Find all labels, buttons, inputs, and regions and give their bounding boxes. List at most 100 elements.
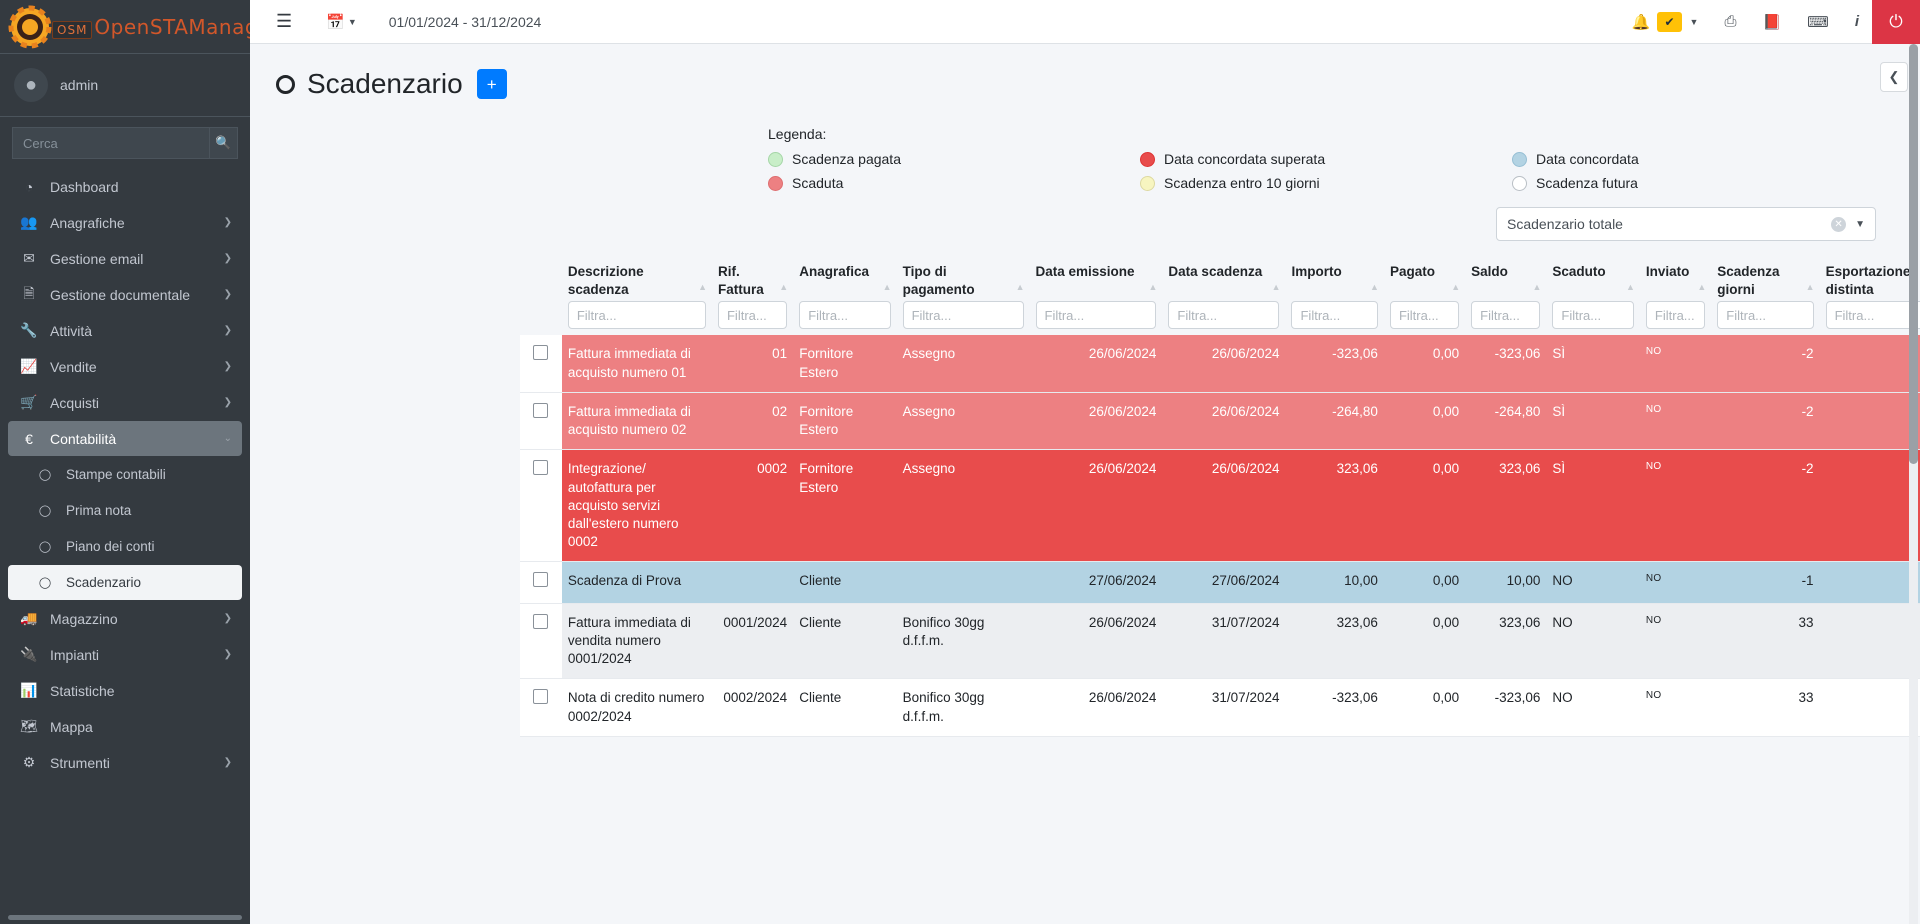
filter-importo[interactable]	[1291, 301, 1378, 329]
sidebar-item-mappa[interactable]: 🗺 Mappa	[8, 709, 242, 744]
filter-inviato[interactable]	[1645, 301, 1706, 329]
sort-icon[interactable]: ▲	[1805, 282, 1815, 292]
row-checkbox[interactable]	[533, 572, 549, 588]
page-scrollbar[interactable]	[1909, 44, 1918, 924]
sidebar-item-stampe-contabili[interactable]: ◯ Stampe contabili	[8, 457, 242, 492]
row-checkbox[interactable]	[533, 345, 549, 361]
col-pagato[interactable]: Pagato ▲	[1383, 255, 1466, 336]
info-icon[interactable]: i	[1854, 13, 1859, 30]
page-scrollbar-thumb[interactable]	[1909, 44, 1918, 464]
col-importo[interactable]: Importo ▲	[1285, 255, 1384, 336]
sidebar-item-acquisti[interactable]: 🛒 Acquisti ❯	[8, 385, 242, 420]
sidebar-item-prima-nota[interactable]: ◯ Prima nota	[8, 493, 242, 528]
col-data-emissione[interactable]: Data emissione ▲	[1029, 255, 1163, 336]
col-descrizione-scadenza[interactable]: Descrizione scadenza ▲	[561, 255, 712, 336]
col-esportazione-distinta[interactable]: Esportazione distinta ▲	[1819, 255, 1920, 336]
table-row[interactable]: Fattura immediata di acquisto numero 01 0…	[520, 335, 1920, 393]
sort-icon[interactable]: ▲	[1697, 282, 1707, 292]
power-icon[interactable]: ⏻	[1872, 0, 1920, 44]
table-row[interactable]: Scadenza di Prova Cliente 27/06/2024 27/06/…	[520, 561, 1920, 604]
col-tipo-di-pagamento[interactable]: Tipo di pagamento ▲	[896, 255, 1030, 336]
col-inviato[interactable]: Inviato ▲	[1639, 255, 1712, 336]
cell-anagrafica: Fornitore Estero	[793, 449, 897, 563]
table-body: Fattura immediata di acquisto numero 01 0…	[520, 335, 1920, 737]
printer-icon[interactable]: ⎙	[1724, 13, 1737, 30]
sort-icon[interactable]: ▲	[698, 282, 707, 292]
add-button[interactable]: +	[476, 69, 507, 99]
sort-icon[interactable]: ▲	[1271, 282, 1281, 292]
collapse-panel-button[interactable]: ❮	[1880, 62, 1908, 92]
row-checkbox-cell[interactable]	[520, 392, 562, 451]
row-checkbox-cell[interactable]	[520, 449, 562, 563]
row-checkbox-cell[interactable]	[520, 561, 562, 604]
brand-logo-bar[interactable]: OSMOpenSTAManager®	[0, 0, 250, 54]
hamburger-icon[interactable]: ☰	[276, 11, 293, 31]
filter-esportazione-distinta[interactable]	[1825, 301, 1920, 330]
row-checkbox[interactable]	[533, 460, 549, 476]
table-row[interactable]: Integrazione/ autofattura per acquisto s…	[520, 449, 1920, 563]
filter-data-scadenza[interactable]	[1168, 301, 1280, 329]
sidebar-item-contabilita[interactable]: € Contabilità ⌄	[8, 421, 242, 456]
sidebar-item-gestione-email[interactable]: ✉ Gestione email ❯	[8, 241, 242, 276]
sidebar-item-magazzino[interactable]: 🚚 Magazzino ❯	[8, 601, 242, 636]
row-checkbox[interactable]	[533, 613, 549, 629]
filter-pagato[interactable]	[1389, 301, 1460, 329]
user-panel[interactable]: ● admin	[0, 54, 250, 117]
filter-rif-fattura[interactable]	[717, 301, 788, 330]
search-input[interactable]	[12, 127, 209, 159]
sort-icon[interactable]: ▲	[779, 282, 789, 292]
search-button[interactable]: 🔍	[209, 127, 238, 159]
filter-scadenza-giorni[interactable]	[1717, 301, 1814, 330]
col-scaduto[interactable]: Scaduto ▲	[1546, 255, 1640, 336]
cell-scaduto: NO	[1546, 603, 1640, 680]
circle-icon: ◯	[38, 577, 52, 589]
sort-icon[interactable]: ▲	[882, 282, 892, 292]
sort-icon[interactable]: ▲	[1370, 282, 1379, 292]
col-scadenza-giorni[interactable]: Scadenza giorni ▲	[1711, 255, 1820, 336]
sort-icon[interactable]: ▲	[1015, 282, 1025, 292]
sidebar-item-strumenti[interactable]: ⚙ Strumenti ❯	[8, 745, 242, 780]
filter-data-emissione[interactable]	[1035, 301, 1157, 329]
table-row[interactable]: Nota di credito numero 0002/2024 0002/202…	[520, 678, 1920, 737]
sidebar-item-dashboard[interactable]: ◔ Dashboard	[8, 169, 242, 204]
row-checkbox-cell[interactable]	[520, 335, 562, 393]
row-checkbox-cell[interactable]	[520, 678, 562, 737]
filter-descrizione-scadenza[interactable]	[567, 301, 706, 330]
cell-scaduto: NO	[1546, 678, 1640, 737]
row-checkbox[interactable]	[533, 689, 549, 705]
bell-icon[interactable]: 🔔	[1631, 13, 1651, 31]
filter-scaduto[interactable]	[1552, 301, 1634, 329]
filter-saldo[interactable]	[1471, 301, 1541, 329]
sidebar-item-vendite[interactable]: 📈 Vendite ❯	[8, 349, 242, 384]
filter-anagrafica[interactable]	[799, 301, 891, 329]
notifications-badge[interactable]: ✔ ▼	[1657, 0, 1711, 44]
keyboard-icon[interactable]: ⌨	[1807, 13, 1829, 31]
sidebar-item-statistiche[interactable]: 📊 Statistiche	[8, 673, 242, 708]
sidebar-item-piano-dei-conti[interactable]: ◯ Piano dei conti	[8, 529, 242, 564]
filter-tipo-di-pagamento[interactable]	[902, 301, 1024, 330]
col-anagrafica[interactable]: Anagrafica ▲	[793, 255, 897, 336]
cell-pagato: 0,00	[1383, 561, 1466, 604]
clear-icon[interactable]: ✕	[1831, 216, 1847, 232]
sidebar-item-impianti[interactable]: 🔌 Impianti ❯	[8, 637, 242, 672]
sidebar-item-label: Dashboard	[50, 178, 119, 195]
sort-icon[interactable]: ▲	[1532, 282, 1542, 292]
row-checkbox[interactable]	[533, 402, 549, 418]
col-saldo[interactable]: Saldo ▲	[1465, 255, 1547, 336]
table-row[interactable]: Fattura immediata di acquisto numero 02 0…	[520, 392, 1920, 451]
sort-icon[interactable]: ▲	[1625, 282, 1635, 292]
sort-icon[interactable]: ▲	[1148, 282, 1158, 292]
scadenzario-select[interactable]: Scadenzario totale ✕ ▼	[1496, 207, 1876, 241]
sidebar-item-anagrafiche[interactable]: 👥 Anagrafiche ❯	[8, 205, 242, 240]
calendar-dropdown[interactable]: 📅 ▼	[318, 9, 365, 35]
sort-icon[interactable]: ▲	[1451, 282, 1461, 292]
sidebar-item-scadenzario[interactable]: ◯ Scadenzario	[8, 565, 242, 600]
col-data-scadenza[interactable]: Data scadenza ▲	[1162, 255, 1286, 336]
sidebar-item-attivita[interactable]: 🔧 Attività ❯	[8, 313, 242, 348]
table-row[interactable]: Fattura immediata di vendita numero 0001…	[520, 603, 1920, 680]
sidebar-item-gestione-documentale[interactable]: 🗎 Gestione documentale ❯	[8, 277, 242, 312]
sidebar-scrollbar[interactable]	[8, 915, 242, 920]
row-checkbox-cell[interactable]	[520, 603, 562, 680]
book-icon[interactable]: 📕	[1762, 13, 1782, 31]
col-rif-fattura[interactable]: Rif. Fattura ▲	[711, 255, 794, 336]
